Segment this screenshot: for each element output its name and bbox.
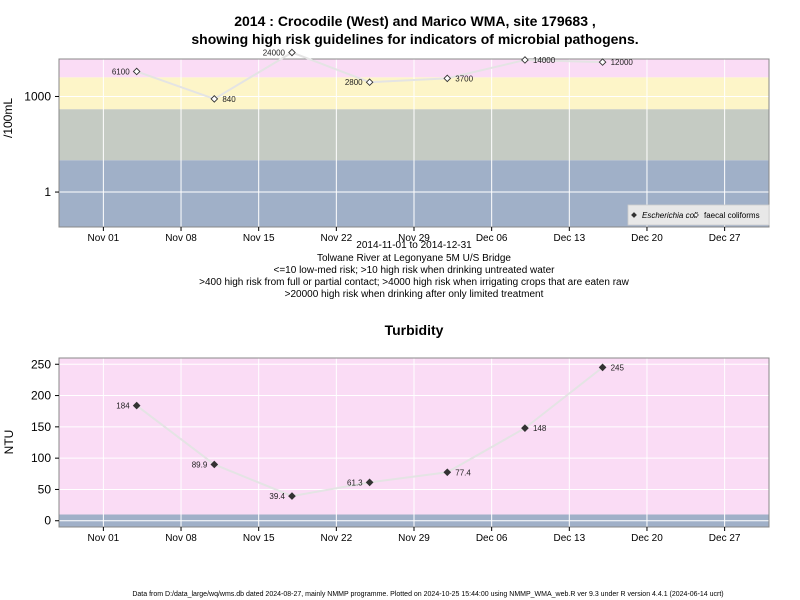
- data-point: [521, 424, 529, 432]
- x-tick-label: Nov 22: [321, 533, 353, 544]
- y-tick-label: 50: [38, 482, 52, 496]
- x-tick-label: Dec 06: [476, 233, 508, 244]
- x-tick-label: Dec 06: [476, 533, 508, 544]
- y-tick-label: 0: [44, 514, 51, 528]
- x-tick-label: Dec 13: [553, 233, 585, 244]
- x-tick-label: Dec 27: [709, 533, 741, 544]
- x-tick-label: Nov 01: [88, 533, 120, 544]
- data-label: 24000: [263, 48, 286, 57]
- legend-label: faecal coliforms: [704, 211, 760, 220]
- y-tick-label: 1000: [24, 89, 51, 103]
- bottom-plot-area: Nov 01 Nov 08 Nov 15 Nov 22 Nov 29 Dec 06 Dec …: [31, 357, 770, 544]
- top-plot-area: Nov 01 Nov 08 Nov 15 Nov 22 Nov 29 Dec 06 Dec …: [24, 48, 770, 244]
- data-label: 3700: [455, 74, 473, 83]
- bottom-chart-title: Turbidity: [385, 322, 444, 338]
- x-tick-label: Nov 29: [398, 233, 430, 244]
- data-label: 77.4: [455, 468, 471, 477]
- legend-label: Escherichia coli: [642, 211, 698, 220]
- data-point: [288, 492, 296, 500]
- data-label: 12000: [611, 58, 634, 67]
- x-tick-label: Nov 08: [165, 533, 197, 544]
- data-point: [443, 468, 452, 477]
- y-tick-label: 1: [44, 185, 51, 199]
- caption-line-2: Tolwane River at Legonyane 5M U/S Bridge: [317, 253, 511, 264]
- y-tick-label: 200: [31, 389, 51, 403]
- x-tick-label: Nov 15: [243, 233, 275, 244]
- x-tick-label: Dec 27: [709, 233, 741, 244]
- data-point: [365, 478, 374, 487]
- data-point: [210, 95, 219, 103]
- data-point: [598, 363, 607, 372]
- x-tick-label: Dec 13: [553, 533, 585, 544]
- caption-line-1: 2014-11-01 to 2014-12-31: [356, 240, 472, 251]
- data-label: 14000: [533, 56, 556, 65]
- data-label: 89.9: [192, 460, 208, 469]
- x-tick-label: Nov 29: [398, 533, 430, 544]
- data-point: [132, 67, 141, 76]
- data-label: 39.4: [269, 492, 285, 501]
- top-chart-title-line1: 2014 : Crocodile (West) and Marico WMA, …: [234, 13, 596, 29]
- data-label: 6100: [112, 67, 130, 76]
- data-point: [365, 78, 374, 87]
- y-tick-label: 250: [31, 357, 51, 371]
- data-point: [132, 401, 141, 410]
- top-chart-title-line2: showing high risk guidelines for indicat…: [191, 31, 638, 47]
- data-label: 184: [116, 402, 130, 411]
- y-tick-label: 150: [31, 420, 51, 434]
- x-tick-label: Nov 08: [165, 233, 197, 244]
- x-tick-label: Nov 15: [243, 533, 275, 544]
- data-point: [210, 460, 219, 469]
- data-label: 840: [222, 95, 236, 104]
- caption-line-4: >400 high risk from full or partial cont…: [199, 277, 629, 288]
- data-point: [521, 56, 529, 64]
- legend-marker: [693, 212, 699, 218]
- data-point: [598, 58, 607, 66]
- bottom-chart-ylabel: NTU: [2, 430, 16, 455]
- data-point: [288, 48, 296, 57]
- legend-marker: [631, 212, 637, 218]
- y-tick-label: 100: [31, 451, 51, 465]
- caption-line-3: <=10 low-med risk; >10 high risk when dr…: [274, 265, 556, 276]
- x-tick-label: Dec 20: [631, 533, 663, 544]
- data-label: 2800: [345, 78, 363, 87]
- data-point: [443, 74, 452, 83]
- x-tick-label: Nov 01: [88, 233, 120, 244]
- data-label: 245: [611, 363, 625, 372]
- footer-note: Data from D:/data_large/wq/wms.db dated …: [132, 591, 723, 598]
- caption-line-5: >20000 high risk when drinking after onl…: [285, 289, 544, 300]
- x-tick-label: Dec 20: [631, 233, 663, 244]
- top-chart-ylabel: /100mL: [1, 98, 15, 138]
- x-tick-label: Nov 22: [321, 233, 353, 244]
- data-label: 61.3: [347, 478, 363, 487]
- data-label: 148: [533, 424, 547, 433]
